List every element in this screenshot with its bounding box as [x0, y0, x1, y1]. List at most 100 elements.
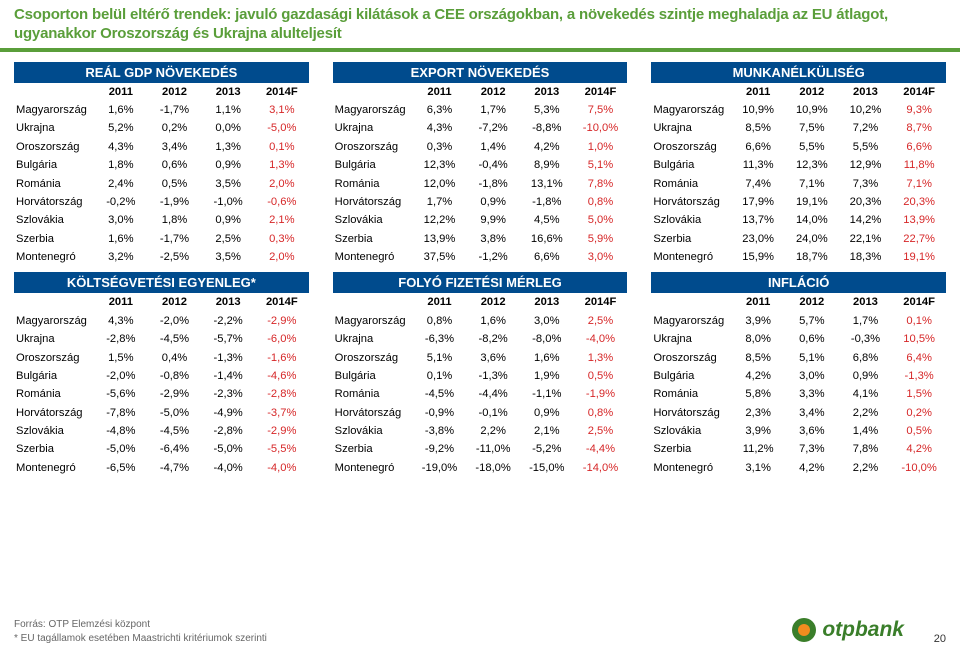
data-cell: -6,3%: [413, 330, 467, 348]
row-label: Szerbia: [333, 230, 413, 248]
data-cell: -1,3%: [466, 367, 520, 385]
column-header: 2011: [731, 293, 785, 311]
data-cell: -6,4%: [148, 440, 202, 458]
data-cell: 18,7%: [785, 248, 839, 266]
data-cell: -0,8%: [148, 367, 202, 385]
table-row: Oroszország8,5%5,1%6,8%6,4%: [651, 348, 946, 366]
data-cell: 1,1%: [201, 101, 255, 119]
data-cell: 0,5%: [574, 367, 628, 385]
data-cell: -1,0%: [201, 193, 255, 211]
row-label: Montenegró: [651, 459, 731, 477]
data-cell: 6,8%: [839, 348, 893, 366]
column-header: [14, 293, 94, 311]
data-cell: -4,0%: [255, 459, 309, 477]
row-label: Szerbia: [14, 440, 94, 458]
row-label: Oroszország: [14, 348, 94, 366]
table-row: Horvátország-0,2%-1,9%-1,0%-0,6%: [14, 193, 309, 211]
table-row: Bulgária4,2%3,0%0,9%-1,3%: [651, 367, 946, 385]
data-cell: 3,9%: [731, 312, 785, 330]
data-cell: 0,3%: [413, 138, 467, 156]
row-label: Szlovákia: [14, 422, 94, 440]
data-cell: 6,4%: [892, 348, 946, 366]
data-cell: 5,5%: [785, 138, 839, 156]
otp-logo-icon: [791, 617, 817, 643]
row-label: Magyarország: [651, 101, 731, 119]
data-cell: 11,2%: [731, 440, 785, 458]
data-cell: -4,5%: [148, 330, 202, 348]
data-panel: MUNKANÉLKÜLISÉG2011201220132014FMagyaror…: [651, 62, 946, 267]
row-label: Ukrajna: [651, 330, 731, 348]
data-cell: -1,9%: [574, 385, 628, 403]
data-cell: 19,1%: [892, 248, 946, 266]
data-cell: -4,6%: [255, 367, 309, 385]
source-text: Forrás: OTP Elemzési központ: [14, 618, 267, 632]
data-cell: -2,9%: [255, 312, 309, 330]
table-row: Bulgária0,1%-1,3%1,9%0,5%: [333, 367, 628, 385]
data-cell: -1,4%: [201, 367, 255, 385]
row-label: Ukrajna: [14, 330, 94, 348]
row-label: Szlovákia: [651, 211, 731, 229]
data-cell: 20,3%: [892, 193, 946, 211]
data-cell: 10,9%: [731, 101, 785, 119]
data-cell: -5,6%: [94, 385, 148, 403]
data-cell: 9,3%: [892, 101, 946, 119]
data-cell: -1,7%: [148, 230, 202, 248]
data-cell: 12,2%: [413, 211, 467, 229]
data-cell: -0,1%: [466, 404, 520, 422]
row-label: Magyarország: [651, 312, 731, 330]
data-cell: 2,5%: [574, 312, 628, 330]
table-row: Magyarország0,8%1,6%3,0%2,5%: [333, 312, 628, 330]
table-row: Bulgária1,8%0,6%0,9%1,3%: [14, 156, 309, 174]
data-cell: 7,1%: [785, 174, 839, 192]
table-row: Szerbia-9,2%-11,0%-5,2%-4,4%: [333, 440, 628, 458]
data-cell: 4,3%: [94, 138, 148, 156]
data-cell: 7,1%: [892, 174, 946, 192]
data-cell: 1,6%: [466, 312, 520, 330]
data-cell: 8,5%: [731, 348, 785, 366]
data-cell: 5,8%: [731, 385, 785, 403]
row-label: Ukrajna: [333, 119, 413, 137]
data-cell: 3,8%: [466, 230, 520, 248]
data-cell: 12,3%: [413, 156, 467, 174]
table-row: Ukrajna4,3%-7,2%-8,8%-10,0%: [333, 119, 628, 137]
column-header: 2012: [466, 83, 520, 101]
data-panel: INFLÁCIÓ2011201220132014FMagyarország3,9…: [651, 272, 946, 477]
data-cell: 1,4%: [839, 422, 893, 440]
column-header: 2013: [520, 293, 574, 311]
row-label: Bulgária: [651, 367, 731, 385]
data-cell: -10,0%: [892, 459, 946, 477]
data-cell: 1,8%: [94, 156, 148, 174]
data-cell: 18,3%: [839, 248, 893, 266]
table-row: Magyarország10,9%10,9%10,2%9,3%: [651, 101, 946, 119]
data-cell: 13,7%: [731, 211, 785, 229]
data-cell: 9,9%: [466, 211, 520, 229]
table-row: Oroszország5,1%3,6%1,6%1,3%: [333, 348, 628, 366]
data-cell: 0,9%: [466, 193, 520, 211]
data-cell: 0,0%: [201, 119, 255, 137]
table-row: Ukrajna8,0%0,6%-0,3%10,5%: [651, 330, 946, 348]
data-cell: 1,5%: [892, 385, 946, 403]
table-row: Oroszország6,6%5,5%5,5%6,6%: [651, 138, 946, 156]
data-cell: 6,6%: [892, 138, 946, 156]
data-cell: 14,0%: [785, 211, 839, 229]
column-header: 2014F: [892, 83, 946, 101]
table-row: Ukrajna8,5%7,5%7,2%8,7%: [651, 119, 946, 137]
data-cell: 0,9%: [520, 404, 574, 422]
row-label: Horvátország: [14, 404, 94, 422]
data-cell: 13,1%: [520, 174, 574, 192]
data-cell: 5,1%: [785, 348, 839, 366]
data-cell: 1,7%: [839, 312, 893, 330]
column-header: 2014F: [255, 293, 309, 311]
data-cell: 19,1%: [785, 193, 839, 211]
data-cell: -0,4%: [466, 156, 520, 174]
data-cell: 2,2%: [466, 422, 520, 440]
data-cell: 1,3%: [574, 348, 628, 366]
table-row: Románia2,4%0,5%3,5%2,0%: [14, 174, 309, 192]
column-header: 2014F: [574, 293, 628, 311]
data-cell: -18,0%: [466, 459, 520, 477]
column-header: 2011: [413, 83, 467, 101]
data-cell: 3,9%: [731, 422, 785, 440]
data-cell: -4,7%: [148, 459, 202, 477]
table-row: Szerbia11,2%7,3%7,8%4,2%: [651, 440, 946, 458]
table-row: Bulgária-2,0%-0,8%-1,4%-4,6%: [14, 367, 309, 385]
